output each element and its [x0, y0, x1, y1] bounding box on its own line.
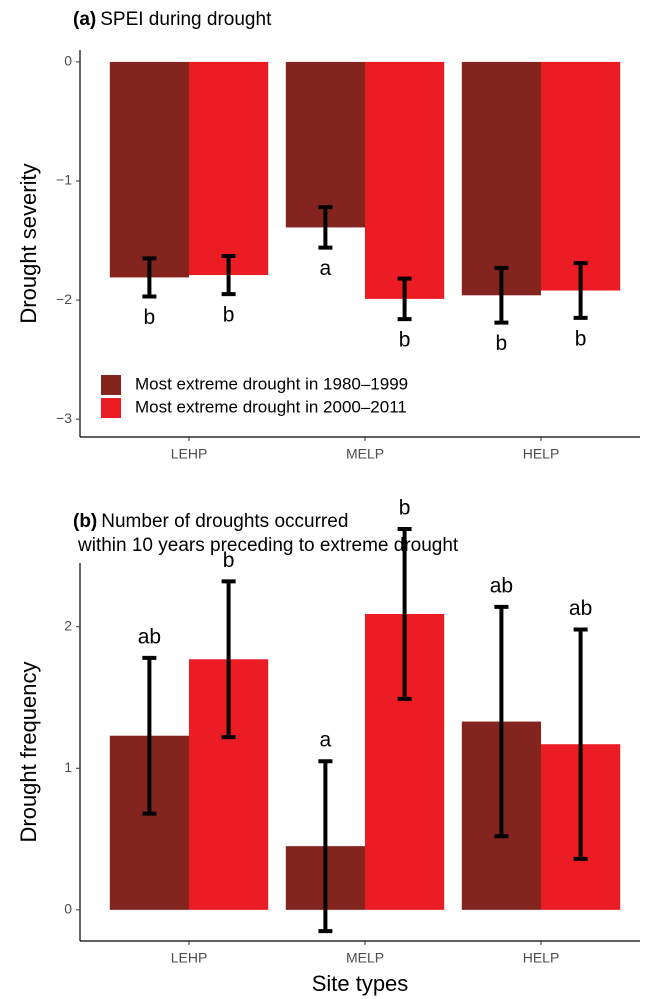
y-tick-label: −3 [56, 410, 72, 426]
bar [365, 61, 445, 299]
chart-title: (b) Number of droughts occurred [73, 511, 348, 532]
significance-letter: b [496, 332, 508, 355]
error-bar [397, 527, 412, 701]
significance-letter: b [223, 304, 235, 327]
error-bar [318, 759, 333, 934]
legend-swatch [101, 375, 121, 395]
y-tick-label: −1 [56, 172, 72, 188]
legend-label: Most extreme drought in 2000–2011 [135, 397, 407, 416]
x-axis-label: Site types [312, 971, 409, 996]
bar [541, 61, 621, 291]
chart-title: (a) SPEI during drought [73, 9, 272, 30]
significance-letter: a [320, 729, 332, 752]
significance-letter: b [223, 549, 235, 572]
error-bar [573, 261, 588, 320]
x-tick-label: MELP [346, 446, 384, 462]
error-bar [397, 276, 412, 322]
x-tick-label: HELP [523, 950, 560, 966]
error-bar [221, 579, 236, 740]
bar [461, 61, 541, 296]
title-line: SPEI during drought [100, 9, 272, 30]
significance-letter: ab [138, 625, 161, 648]
legend-swatch [101, 398, 121, 418]
x-tick-label: LEHP [171, 950, 208, 966]
significance-letter: a [320, 257, 332, 280]
title-line: within 10 years preceding to extreme dro… [77, 535, 459, 556]
significance-letter: b [575, 327, 587, 350]
x-tick-label: MELP [346, 950, 384, 966]
y-tick-label: 0 [64, 53, 72, 69]
y-tick-label: 2 [64, 617, 72, 633]
error-bar [142, 256, 157, 299]
error-bar [221, 254, 236, 297]
significance-letter: b [399, 329, 411, 352]
error-bar [494, 604, 509, 839]
bar [109, 61, 189, 278]
x-tick-label: LEHP [171, 446, 208, 462]
y-axis-label: Drought severity [16, 163, 41, 323]
significance-letter: ab [569, 597, 592, 620]
panel-tag: (b) [73, 511, 97, 532]
significance-letter: b [144, 306, 156, 329]
bar [189, 61, 269, 276]
error-bar [573, 627, 588, 861]
significance-letter: b [399, 497, 411, 520]
significance-letter: ab [490, 574, 513, 597]
bar [285, 61, 365, 228]
x-tick-label: HELP [523, 446, 560, 462]
error-bar [142, 655, 157, 816]
error-bar [318, 205, 333, 250]
y-tick-label: 1 [64, 759, 72, 775]
error-bar [494, 265, 509, 325]
y-axis-label: Drought frequency [16, 662, 41, 843]
panel-tag: (a) [73, 9, 96, 30]
legend-label: Most extreme drought in 1980–1999 [135, 374, 408, 393]
y-tick-label: −2 [56, 291, 72, 307]
y-tick-label: 0 [64, 901, 72, 917]
title-line: Number of droughts occurred [101, 511, 348, 532]
